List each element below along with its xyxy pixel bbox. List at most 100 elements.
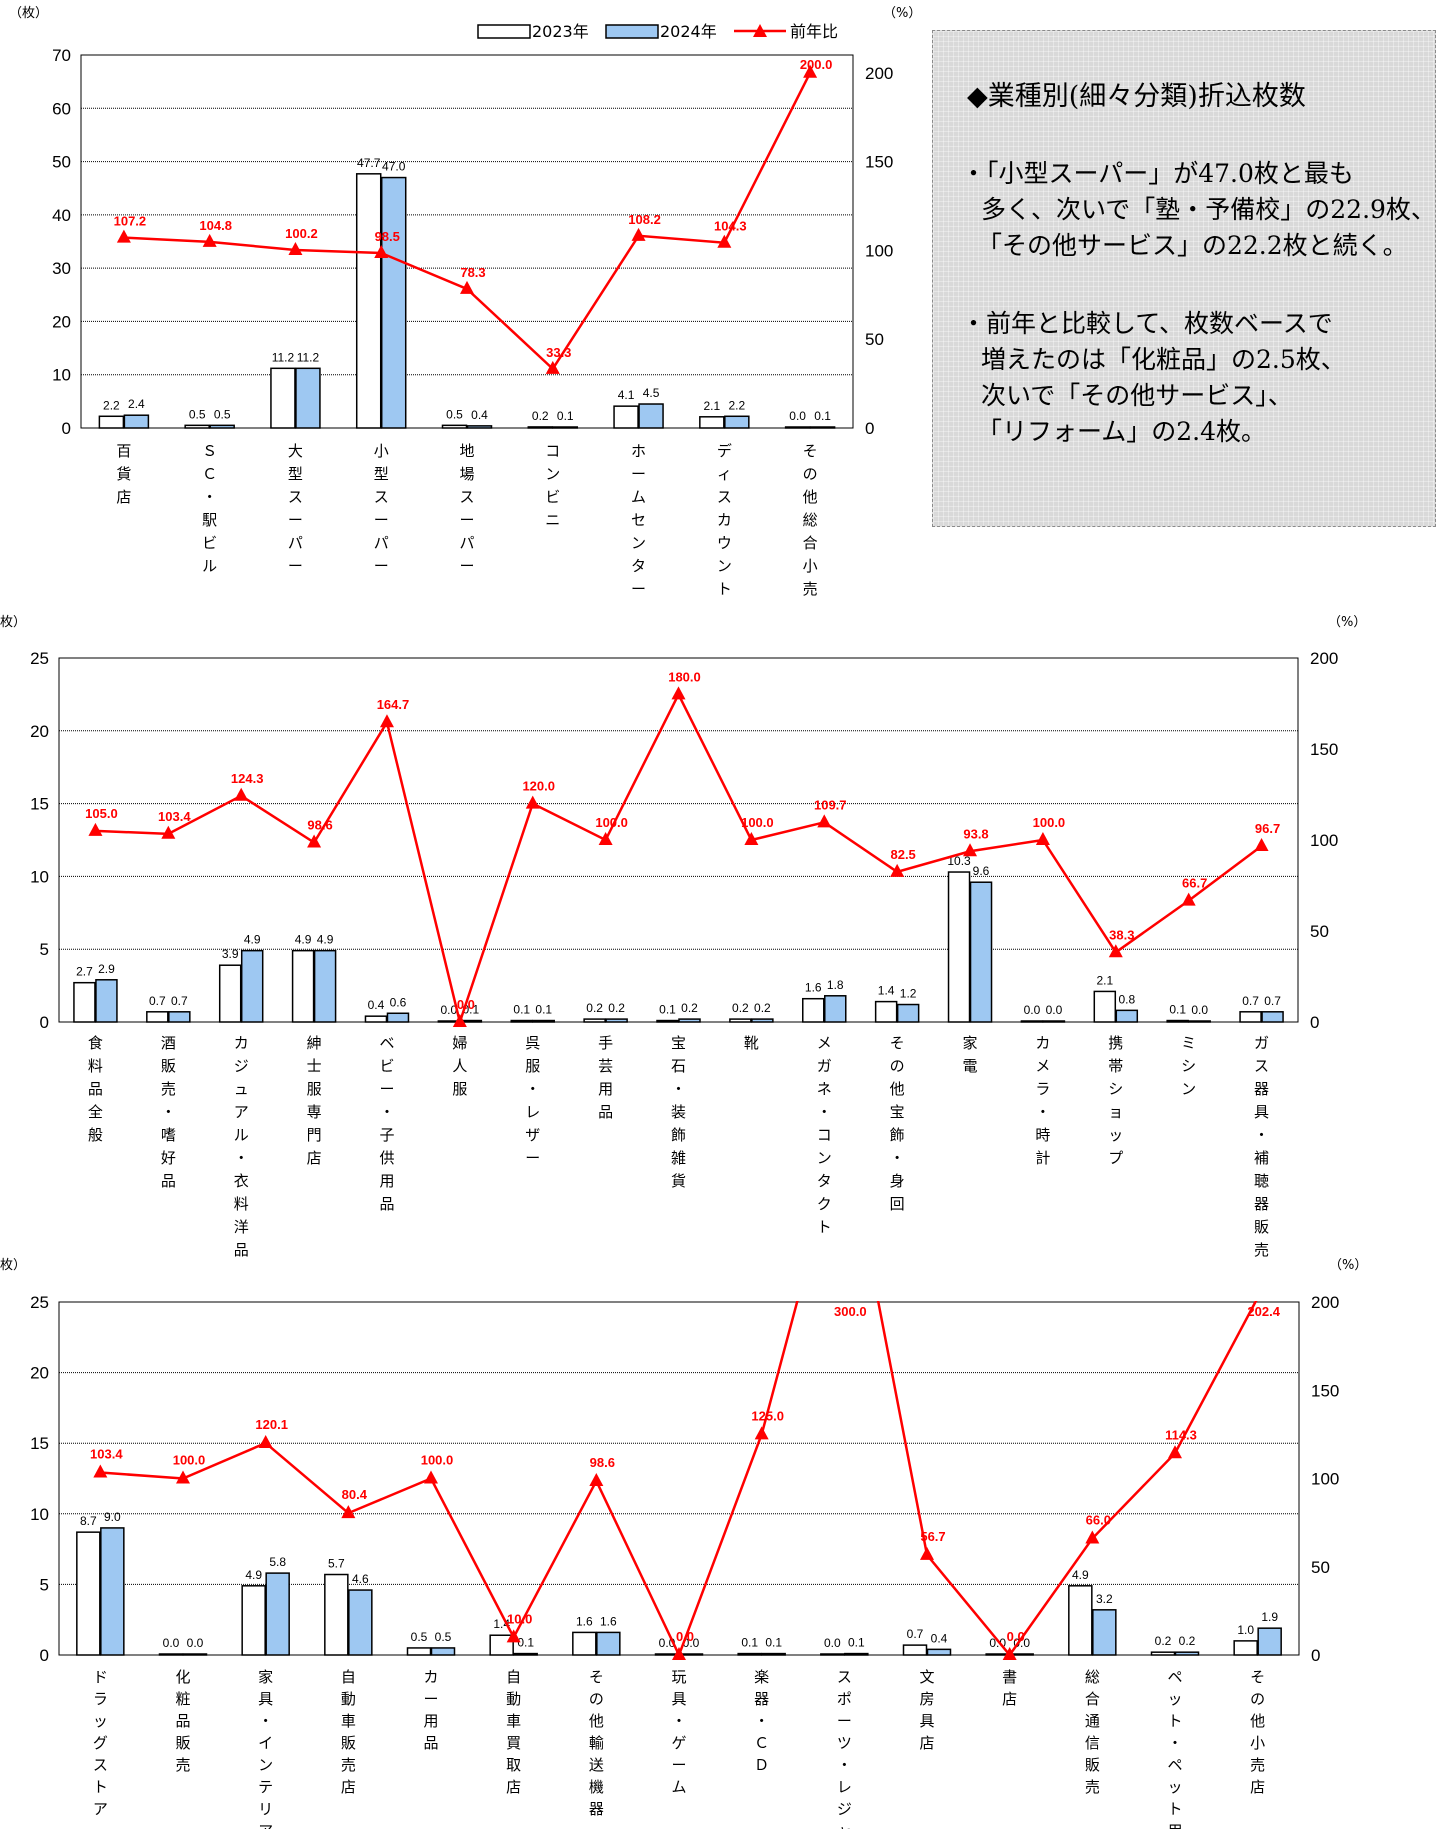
category-label-char: 化: [175, 1668, 190, 1686]
category-label-char: ッ: [1167, 1690, 1182, 1708]
bar-2023: [355, 173, 382, 429]
bar-2023-label: 2.1: [703, 399, 720, 413]
category-label-char: ・: [817, 1103, 832, 1121]
category-label-char: シ: [1108, 1080, 1123, 1098]
category-label-char: 洋: [234, 1218, 249, 1236]
category-label-char: 品: [161, 1172, 176, 1190]
category-label-char: コ: [545, 442, 560, 460]
category-label-char: 紳: [307, 1034, 322, 1052]
category-label-char: 店: [1250, 1778, 1265, 1796]
category-label-char: ン: [717, 557, 732, 575]
category-label-char: ー: [837, 1712, 852, 1730]
category-label-char: カ: [234, 1034, 249, 1052]
category-label-char: 販: [1254, 1218, 1269, 1236]
category-label-char: 供: [379, 1149, 394, 1167]
bar-2023-label: 0.0: [1024, 1003, 1041, 1017]
category-label-char: 文: [919, 1668, 934, 1686]
bar-2024-label: 0.6: [390, 995, 407, 1009]
category-label-char: ゲ: [671, 1734, 686, 1752]
bar-2024: [513, 1652, 538, 1656]
bar-2023-label: 0.0: [789, 409, 806, 423]
ratio-marker: [525, 795, 540, 809]
category-label-char: 専: [307, 1103, 322, 1121]
ratio-line-group: [88, 686, 1269, 1027]
category-label-char: ィ: [717, 465, 732, 483]
left-axis-unit: （枚）: [0, 1258, 26, 1273]
bar-2023: [699, 416, 725, 429]
bar-2023: [1020, 1020, 1044, 1023]
category-label-char: 店: [1002, 1690, 1017, 1708]
category-label-char: そ: [589, 1668, 604, 1686]
category-label-char: リ: [258, 1800, 273, 1818]
bar-2024-label: 0.1: [814, 409, 831, 423]
category-label-char: ー: [671, 1756, 686, 1774]
ratio-label: 0.0: [676, 1629, 694, 1644]
category-label-char: 聴: [1254, 1172, 1269, 1190]
bar-2023-label: 1.4: [878, 984, 895, 998]
ratio-label: 103.4: [90, 1446, 123, 1461]
right-axis-unit: （%）: [1329, 1258, 1367, 1273]
bar-2024: [969, 881, 993, 1023]
bar-2024-label: 4.6: [352, 1572, 369, 1586]
category-label-char: ア: [258, 1822, 273, 1829]
bar-2024-label: 0.2: [681, 1001, 698, 1015]
legend-ratio-label: 前年比: [790, 22, 838, 41]
ratio-label: 108.2: [628, 212, 661, 227]
bar-2023-label: 0.2: [532, 409, 549, 423]
bar-2024-label: 2.4: [128, 397, 145, 411]
category-label-char: ー: [525, 1149, 540, 1167]
category-label-char: グ: [93, 1734, 108, 1752]
category-label-char: シ: [1181, 1057, 1196, 1075]
bar-2023: [98, 415, 125, 429]
category-label-char: パ: [374, 534, 389, 552]
bar-2023-label: 2.7: [76, 965, 93, 979]
category-label-char: メ: [1035, 1057, 1050, 1075]
category-label-char: ミ: [1181, 1034, 1196, 1052]
ratio-label: 78.3: [460, 265, 485, 280]
category-label-char: 自: [506, 1668, 521, 1686]
ratio-label: 0.0: [457, 997, 475, 1012]
category-label-char: 嗜: [161, 1126, 176, 1144]
y-tick-label: 0: [40, 1646, 49, 1665]
bar-2024: [1261, 1011, 1284, 1023]
ratio-label: 100.0: [421, 1453, 454, 1468]
bar-2024: [751, 1018, 774, 1023]
ratio-label: 96.7: [1255, 821, 1280, 836]
category-label-char: ス: [93, 1756, 108, 1774]
category-label-char: 他: [803, 488, 818, 506]
ratio-marker: [744, 832, 759, 845]
bar-2024: [168, 1011, 191, 1023]
bar-2024: [532, 1019, 555, 1023]
category-label-char: 服: [307, 1080, 322, 1098]
category-label-char: 合: [803, 534, 818, 552]
bar-2024: [313, 949, 337, 1023]
category-label-char: 百: [116, 442, 131, 460]
y2-tick-label: 150: [1310, 740, 1338, 759]
ratio-marker: [452, 1014, 467, 1027]
ratio-marker: [671, 686, 686, 700]
category-label-char: 芸: [598, 1057, 613, 1075]
ratio-label: 109.7: [814, 797, 847, 812]
bar-2024: [95, 979, 118, 1023]
category-label-char: 楽: [754, 1668, 769, 1686]
bar-2023-label: 11.2: [272, 350, 295, 364]
legend: 2023年 2024年 前年比: [477, 22, 838, 41]
category-label-char: ツ: [837, 1734, 852, 1752]
category-label-char: 婦: [452, 1034, 467, 1052]
category-label-char: ル: [234, 1126, 249, 1144]
category-label-char: 用: [423, 1712, 438, 1730]
bar-2024-label: 0.1: [463, 1003, 480, 1017]
bar-2024-label: 0.8: [1118, 992, 1135, 1006]
category-label-char: ー: [379, 1080, 394, 1098]
ratio-label: 105.0: [85, 806, 118, 821]
bar-2023-label: 0.2: [1155, 1634, 1172, 1648]
bar-2024-label: 0.0: [1191, 1003, 1208, 1017]
y-tick-label: 20: [52, 312, 71, 331]
bar-2023: [241, 1585, 266, 1656]
category-label-char: ー: [288, 557, 303, 575]
bar-2023: [902, 1644, 928, 1656]
bar-2024: [809, 426, 836, 429]
ratio-label: 107.2: [114, 214, 147, 229]
bar-2024: [380, 176, 407, 429]
bar-2023: [527, 426, 554, 429]
